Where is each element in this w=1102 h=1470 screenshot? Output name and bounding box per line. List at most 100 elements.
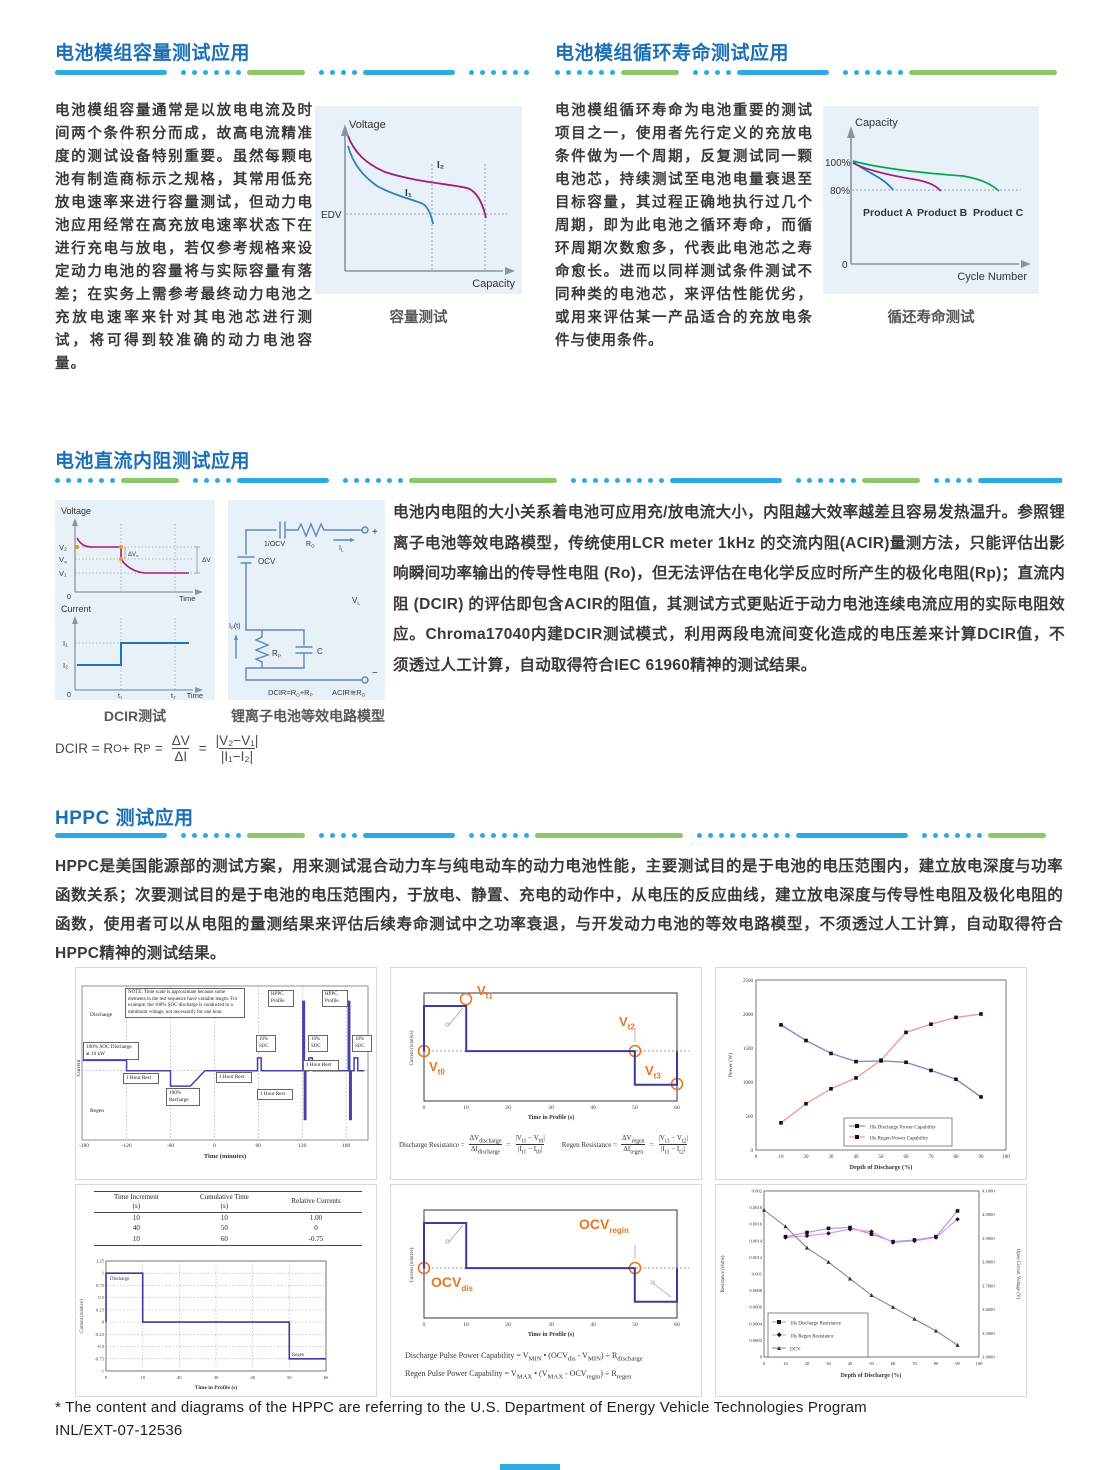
capacity-caption: 容量测试: [389, 310, 448, 326]
svg-text:80: 80: [954, 1155, 960, 1160]
pulse-formulas: Discharge Resistance = ΔVdischarge ΔIdisc…: [399, 1134, 695, 1156]
svg-text:40: 40: [250, 1375, 255, 1380]
regen-resistance-formula: Regen Resistance = ΔVregen ΔIregen = |Vt3…: [561, 1134, 688, 1156]
seq-xlabel: Time (minutes): [204, 1153, 246, 1160]
time-label: Time: [179, 594, 195, 603]
tick-100: 100%: [825, 158, 851, 169]
seq-box: HPPC Profile: [268, 990, 294, 1007]
power-ylabel: Power (W): [727, 1053, 734, 1077]
divider: [55, 70, 533, 75]
hppc-pulse-figure: 0 10 20 30 40 50 60 Time in Profile (s) Cur…: [390, 967, 702, 1180]
dcir-body: 电池内电阻的大小关系着电池可应用充/放电流大小，内阻越大效率越差且容易发热温升。…: [393, 504, 1065, 674]
cycle-caption: 循还寿命测试: [887, 310, 975, 326]
resist-ylabel-left: Resistance (ohms): [721, 1255, 726, 1292]
section-title-dcir: 电池直流内阻测试应用: [55, 451, 251, 472]
dv-inf-label: ΔV∞: [128, 552, 139, 558]
capacity-axis-label: Capacity: [472, 278, 515, 290]
discharge-resistance-formula: Discharge Resistance = ΔVdischarge ΔIdisc…: [399, 1134, 545, 1156]
svg-text:0: 0: [763, 1361, 766, 1366]
cycle-body: 电池模组循环寿命为电池重要的测试项目之一，使用者先行定义的充放电条件做为一个周期…: [555, 103, 813, 349]
power-legend-2: 10s Regen Power Capability: [869, 1136, 929, 1142]
svg-text:0.002: 0.002: [752, 1189, 763, 1194]
seq-box: 100% SOC Discharge at 10 kW: [83, 1042, 139, 1060]
tick-0: 0: [842, 260, 848, 271]
resist-xlabel: Depth of Discharge (%): [841, 1372, 902, 1379]
svg-text:30: 30: [214, 1375, 219, 1380]
dv-label: ΔV: [202, 557, 211, 564]
svg-text:-120: -120: [122, 1143, 132, 1149]
svg-text:1.25: 1.25: [96, 1259, 105, 1264]
capacity-body: 电池模组容量通常是以放电电流及时间两个条件积分而成，故高电流精准度的测试设备特别…: [55, 103, 313, 372]
step-ylabel: Current (relative): [80, 1299, 85, 1333]
svg-text:-0.5: -0.5: [97, 1344, 105, 1349]
svg-text:0.001: 0.001: [752, 1272, 763, 1277]
seq-discharge-label: Discharge: [90, 1012, 113, 1018]
svg-text:4.0000: 4.0000: [982, 1212, 995, 1217]
svg-text:100: 100: [1002, 1155, 1010, 1160]
svg-text:2500: 2500: [743, 979, 754, 984]
power-xlabel: Depth of Discharge (%): [850, 1164, 913, 1171]
svg-text:3.7000: 3.7000: [982, 1283, 995, 1288]
svg-text:40: 40: [590, 1322, 596, 1328]
svg-text:0: 0: [102, 1320, 105, 1325]
section-title-hppc: HPPC 测试应用: [55, 808, 194, 829]
svg-text:40: 40: [848, 1361, 853, 1366]
svg-text:0.0012: 0.0012: [749, 1255, 762, 1260]
svg-text:50: 50: [287, 1375, 292, 1380]
svg-text:0.0014: 0.0014: [749, 1238, 762, 1243]
hppc-power-chart: 2500 2000 1500 1000 500 0 0 10 20 30 40 50 60 7…: [715, 967, 1027, 1180]
svg-text:-60: -60: [167, 1143, 175, 1149]
seq-regen-label: Regen: [90, 1108, 105, 1114]
divider: [555, 70, 1060, 75]
seq-box: 10% SOC: [256, 1035, 276, 1052]
seq-box: 1 Hour Rest: [257, 1089, 293, 1100]
seq-note: NOTE: Time scale is approximate because …: [125, 988, 245, 1018]
seq-box: HPPC Profile: [322, 990, 348, 1007]
curve-product-b: [852, 162, 942, 192]
seq-box: 1 Hour Rest: [216, 1072, 252, 1083]
svg-text:0.5: 0.5: [98, 1295, 104, 1300]
svg-text:3.6000: 3.6000: [982, 1307, 995, 1312]
c-label: C: [317, 647, 323, 656]
minus-terminal: −: [372, 668, 378, 679]
svg-text:60: 60: [891, 1361, 896, 1366]
svg-text:0.0002: 0.0002: [749, 1338, 762, 1343]
ocv-regin-label: OCVregin: [579, 1216, 629, 1235]
svg-text:60: 60: [674, 1322, 680, 1328]
svg-text:0: 0: [213, 1143, 216, 1149]
svg-text:60: 60: [256, 1143, 262, 1149]
svg-text:20: 20: [804, 1155, 810, 1160]
svg-text:-1: -1: [100, 1369, 105, 1374]
ocv-label: OCV: [258, 557, 276, 566]
footnote: * The content and diagrams of the HPPC a…: [55, 1396, 1015, 1443]
step-discharge-label: Discharge: [110, 1277, 129, 1282]
svg-text:90: 90: [955, 1361, 960, 1366]
resist-ylabel-right: Open Circuit Voltage (V): [1015, 1249, 1020, 1300]
t2-label: t₂: [171, 693, 176, 700]
vt1-marker: [459, 992, 473, 1006]
i2-label: I₂: [63, 661, 68, 670]
section-title-cycle: 电池模组循环寿命测试应用: [555, 43, 790, 64]
svg-text:40: 40: [590, 1105, 596, 1111]
resist-legend-3: OCV: [790, 1348, 801, 1353]
svg-text:20: 20: [505, 1322, 511, 1328]
table-row: 10 10 1.00: [132, 1213, 323, 1222]
svg-text:0: 0: [755, 1155, 758, 1160]
plus-terminal: +: [372, 527, 378, 538]
svg-text:30: 30: [548, 1105, 554, 1111]
current-step: [77, 642, 189, 666]
svg-text:0: 0: [751, 1149, 754, 1154]
edv-label: EDV: [321, 210, 342, 221]
vt0-label: Vt0: [429, 1059, 445, 1077]
pulse-xlabel: Time in Profile (s): [528, 1114, 574, 1121]
svg-text:10: 10: [463, 1322, 469, 1328]
voltage-curve: [76, 537, 189, 574]
profile-table: Time Increment (s) Cumulative Time (s) Rel…: [94, 1191, 362, 1246]
pulse-ylabel: Current (relative): [410, 1030, 415, 1065]
dcir-graph-caption: DCIR测试: [103, 708, 167, 724]
svg-text:1: 1: [102, 1271, 105, 1276]
step-regen-label: Regen: [292, 1353, 305, 1358]
section-title-capacity: 电池模组容量测试应用: [55, 43, 251, 64]
il-label: IL: [339, 545, 344, 553]
